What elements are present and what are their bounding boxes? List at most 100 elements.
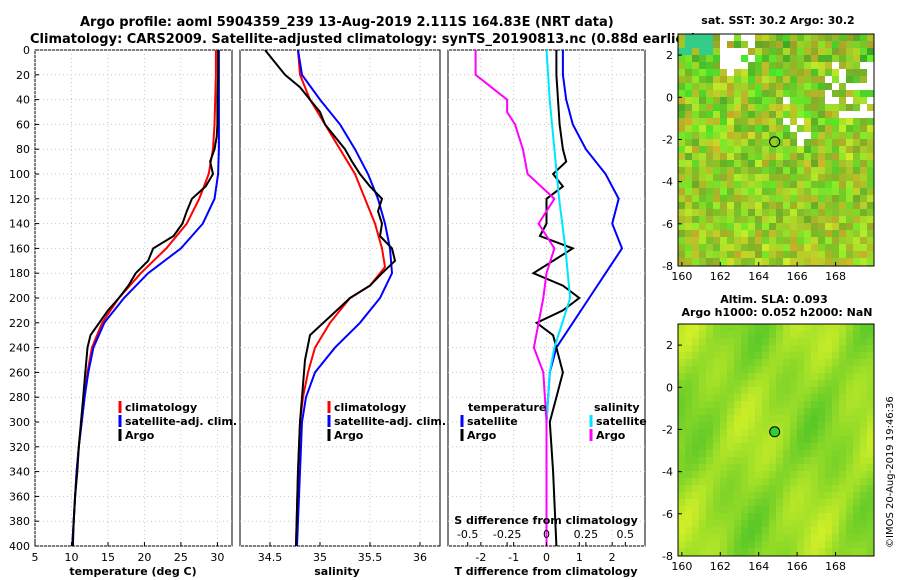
sst-map-cell — [748, 97, 755, 104]
sst-map-cell — [797, 41, 804, 48]
sla-map-cell — [832, 527, 839, 534]
sla-map-cell — [685, 513, 692, 520]
sst-map-cell — [685, 209, 692, 216]
sla-map-cell — [811, 506, 818, 513]
sla-map-cell — [720, 387, 727, 394]
sla-map-cell — [713, 506, 720, 513]
sst-map-cell — [678, 181, 685, 188]
sst-map-cell — [776, 202, 783, 209]
sla-map-cell — [762, 408, 769, 415]
sst-map-cell — [699, 76, 706, 83]
difference-xtick-label: -1 — [508, 551, 519, 564]
sst-map-cell — [678, 216, 685, 223]
sst-map-cell — [839, 230, 846, 237]
sst-map-cell — [755, 230, 762, 237]
sst-map-cell — [846, 216, 853, 223]
sla-map-cell — [685, 429, 692, 436]
sla-map-cell — [846, 506, 853, 513]
sst-map-cell — [839, 146, 846, 153]
sla-map-cell — [839, 450, 846, 457]
sst-map-cell — [776, 251, 783, 258]
sst-map-cell — [706, 188, 713, 195]
sla-map-cell — [783, 429, 790, 436]
sla-map-cell — [713, 485, 720, 492]
sst-map-cell — [790, 90, 797, 97]
sst-map-cell — [720, 55, 727, 62]
sla-map-cell — [790, 443, 797, 450]
sst-map-cell — [748, 188, 755, 195]
sst-map-cell — [853, 174, 860, 181]
sla-map-xtick-label: 166 — [787, 560, 808, 573]
sla-map-cell — [713, 492, 720, 499]
sla-map-cell — [832, 513, 839, 520]
sst-map-cell — [811, 181, 818, 188]
sst-map-cell — [804, 237, 811, 244]
sst-map-cell — [748, 174, 755, 181]
sst-map-cell — [727, 55, 734, 62]
sst-map-cell — [692, 83, 699, 90]
legend-label-satellite: satellite-adj. clim. — [334, 415, 446, 428]
sla-map-cell — [769, 457, 776, 464]
sst-map-cell — [720, 118, 727, 125]
sst-map-cell — [769, 69, 776, 76]
sla-map-cell — [762, 387, 769, 394]
sst-map-ytick-label: -4 — [662, 176, 673, 189]
depth-tick-label: 60 — [16, 118, 30, 131]
sst-map-cell — [776, 153, 783, 160]
sla-map-cell — [678, 436, 685, 443]
sla-map-cell — [776, 457, 783, 464]
sla-map-cell — [839, 548, 846, 555]
sla-map-cell — [818, 436, 825, 443]
sla-map-cell — [860, 548, 867, 555]
sst-map-cell — [811, 48, 818, 55]
sst-map-cell — [825, 104, 832, 111]
sst-map-cell — [734, 34, 741, 41]
sla-map-cell — [811, 387, 818, 394]
sla-map-cell — [678, 534, 685, 541]
sla-map-cell — [685, 345, 692, 352]
sla-map-cell — [685, 443, 692, 450]
sla-map-cell — [853, 429, 860, 436]
temperature-line-argo — [71, 50, 220, 547]
sla-map-cell — [839, 471, 846, 478]
sst-map-cell — [713, 223, 720, 230]
sla-map-cell — [713, 415, 720, 422]
sst-map-cell — [846, 209, 853, 216]
sla-map-cell — [748, 324, 755, 331]
sla-map-cell — [797, 436, 804, 443]
sst-map-cell — [748, 125, 755, 132]
sla-map-cell — [818, 366, 825, 373]
sst-map-cell — [804, 167, 811, 174]
sla-map-cell — [678, 366, 685, 373]
sst-map-cell — [678, 195, 685, 202]
sst-map-cell — [818, 258, 825, 265]
sst-map-cell — [762, 118, 769, 125]
sla-map-cell — [713, 408, 720, 415]
sst-map-cell — [748, 160, 755, 167]
sst-map-cell — [790, 174, 797, 181]
sst-map-cell — [860, 160, 867, 167]
sla-map-cell — [748, 408, 755, 415]
sst-map-xtick-label: 162 — [710, 270, 731, 283]
sst-map-cell — [818, 41, 825, 48]
sla-map-cell — [755, 359, 762, 366]
sla-map-cell — [832, 436, 839, 443]
sla-map-cell — [769, 471, 776, 478]
sst-map-cell — [783, 55, 790, 62]
sst-map-cell — [846, 111, 853, 118]
sst-map-cell — [832, 111, 839, 118]
sst-map-cell — [825, 83, 832, 90]
sla-map-cell — [797, 338, 804, 345]
sst-map-cell — [776, 104, 783, 111]
sla-map-cell — [685, 380, 692, 387]
sla-map-cell — [797, 331, 804, 338]
sla-map-cell — [699, 373, 706, 380]
sla-map-cell — [860, 387, 867, 394]
sla-map-cell — [853, 464, 860, 471]
sst-map-cell — [727, 132, 734, 139]
sst-map-cell — [811, 90, 818, 97]
sst-map-cell — [811, 83, 818, 90]
sst-map-cell — [811, 41, 818, 48]
sst-map-cell — [762, 125, 769, 132]
sst-map-cell — [720, 160, 727, 167]
